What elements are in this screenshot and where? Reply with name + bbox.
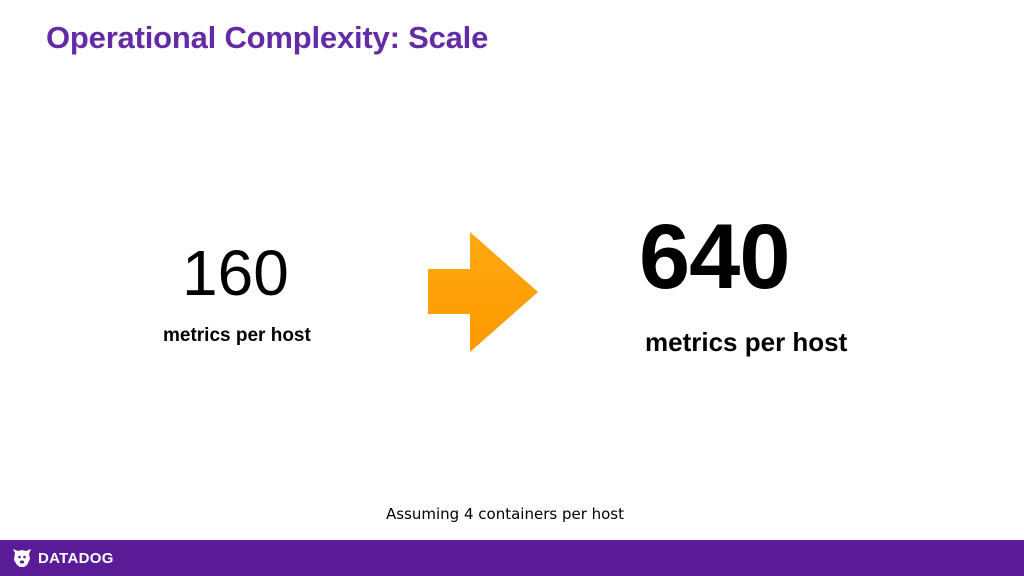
before-metric-value: 160 bbox=[182, 237, 289, 309]
datadog-dog-icon bbox=[13, 549, 31, 567]
before-metric-label: metrics per host bbox=[163, 325, 311, 346]
brand-name: DATADOG bbox=[38, 549, 114, 567]
footnote: Assuming 4 containers per host bbox=[386, 505, 625, 523]
datadog-logo: DATADOG bbox=[10, 545, 114, 571]
right-arrow-icon bbox=[428, 232, 538, 352]
after-metric-value: 640 bbox=[639, 206, 790, 308]
footer-bar bbox=[0, 540, 1024, 576]
after-metric-label: metrics per host bbox=[645, 327, 848, 357]
slide-title: Operational Complexity: Scale bbox=[46, 20, 489, 55]
